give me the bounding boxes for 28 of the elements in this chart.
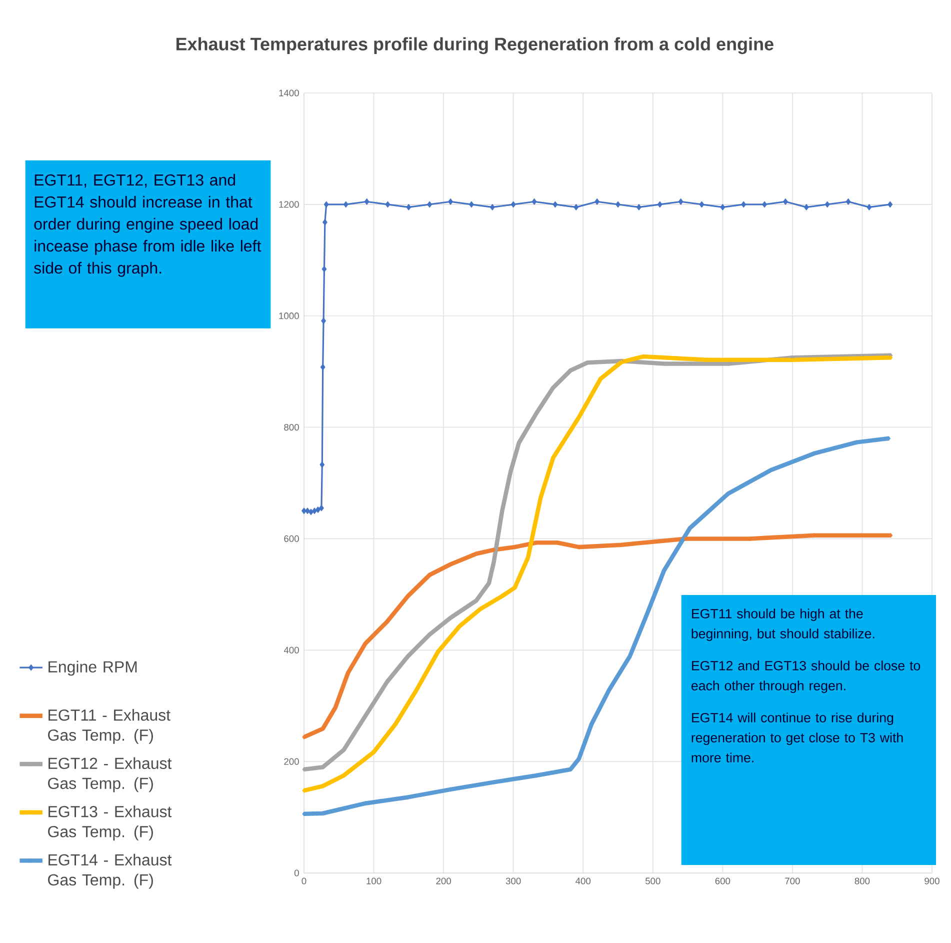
y-tick-label: 800 bbox=[284, 424, 299, 431]
y-tick-label: 200 bbox=[284, 758, 299, 765]
annotation: EGT11 should be high at the beginning, but should stabilize. bbox=[692, 608, 874, 642]
chart-title: Exhaust Temperatures profile during Regeneration from a cold engine bbox=[176, 37, 774, 54]
legend-label: EGT14 - Exhaust Gas Temp. (F) bbox=[48, 854, 172, 889]
x-tick-label: 400 bbox=[576, 878, 591, 884]
legend-label: EGT12 - Exhaust Gas Temp. (F) bbox=[48, 757, 172, 792]
legend-label: EGT13 - Exhaust Gas Temp. (F) bbox=[48, 806, 172, 840]
y-tick-label: 400 bbox=[284, 646, 299, 654]
x-tick-label: 800 bbox=[854, 878, 870, 884]
text: EGT11, EGT12, EGT13 and EGT14 should increase in that order during engine speed load incease phase from idle like left side of this graph. bbox=[34, 174, 262, 277]
x-tick-label: 600 bbox=[715, 878, 730, 884]
x-tick-label: 0 bbox=[302, 878, 306, 884]
y-tick-label: 0 bbox=[294, 870, 299, 876]
x-tick-label: 300 bbox=[506, 878, 521, 884]
x-tick-label: 900 bbox=[924, 878, 940, 884]
y-tick-label: 1200 bbox=[279, 201, 299, 208]
x-tick-label: 500 bbox=[645, 878, 660, 884]
x-tick-label: 100 bbox=[366, 878, 382, 884]
legend-label: EGT11 - Exhaust Gas Temp. (F) bbox=[48, 709, 170, 744]
annotation: EGT14 will continue to rise during regeneration to get close to T3 with more time. bbox=[692, 712, 903, 762]
annotation: EGT12 and EGT13 should be close to each other through regen. bbox=[692, 660, 920, 694]
x-tick-label: 700 bbox=[785, 878, 800, 884]
y-tick-label: 1400 bbox=[279, 90, 299, 96]
y-tick-label: 1000 bbox=[279, 312, 299, 320]
legend-label: Engine RPM bbox=[48, 660, 137, 676]
y-tick-label: 600 bbox=[284, 535, 299, 542]
x-tick-label: 200 bbox=[436, 878, 451, 884]
